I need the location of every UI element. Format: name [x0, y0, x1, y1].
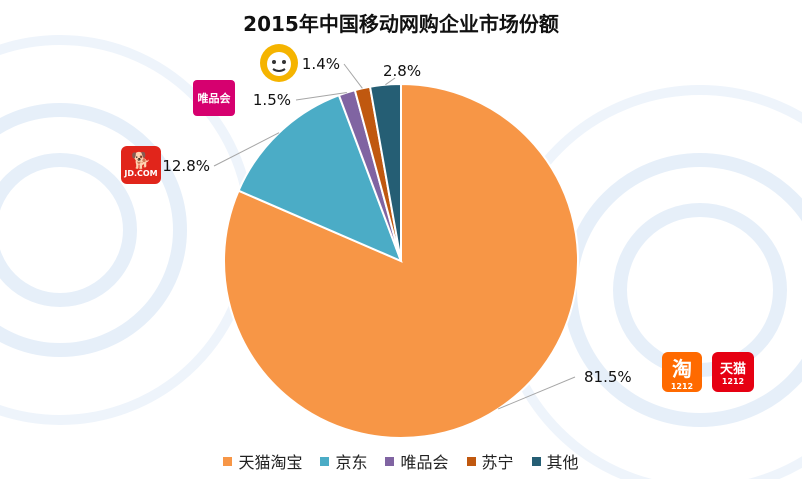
data-label: 81.5%	[584, 368, 632, 386]
taobao-logo-icon: 淘 1212	[662, 352, 702, 392]
data-label: 12.8%	[162, 157, 210, 175]
tmall-logo-sub: 1212	[721, 377, 745, 386]
jd-logo-text: JD.COM	[124, 168, 158, 178]
suning-lion-logo-icon	[260, 44, 298, 82]
tmall-logo-icon: 天猫 1212	[712, 352, 754, 392]
leader-line	[343, 63, 363, 89]
legend-swatch	[531, 456, 541, 466]
legend-item: 天猫淘宝	[223, 449, 302, 473]
legend-label: 京东	[335, 453, 368, 472]
data-label: 2.8%	[383, 62, 421, 80]
data-label: 1.4%	[302, 55, 340, 73]
legend-swatch	[320, 456, 330, 466]
pie-slice	[237, 93, 403, 263]
legend-label: 唯品会	[400, 453, 449, 472]
jd-logo-icon: 🐕 JD.COM	[121, 146, 161, 184]
leader-line	[295, 91, 347, 101]
tmall-logo-text: 天猫	[719, 362, 746, 377]
legend-item: 京东	[320, 449, 367, 473]
leader-line	[385, 77, 396, 86]
legend-item: 其他	[531, 449, 579, 473]
legend: 天猫淘宝 京东 唯品会 苏宁 其他	[0, 449, 802, 473]
chart-title: 2015年中国移动网购企业市场份额	[243, 12, 559, 36]
taobao-logo-text: 淘	[672, 357, 692, 381]
taobao-logo-sub: 1212	[670, 382, 694, 391]
legend-swatch	[385, 456, 395, 466]
legend-label: 苏宁	[481, 453, 514, 472]
legend-swatch	[223, 456, 233, 466]
data-label: 1.5%	[253, 91, 291, 109]
legend-item: 唯品会	[385, 449, 449, 473]
legend-label: 其他	[546, 453, 579, 472]
leader-line	[497, 376, 576, 410]
legend-label: 天猫淘宝	[238, 453, 303, 472]
jd-dog-icon: 🐕	[131, 150, 151, 170]
legend-swatch	[466, 456, 476, 466]
legend-item: 苏宁	[466, 449, 514, 473]
vipshop-logo-icon: 唯品会	[193, 80, 235, 116]
vipshop-logo-text: 唯品会	[197, 92, 231, 105]
leader-line	[213, 132, 280, 167]
